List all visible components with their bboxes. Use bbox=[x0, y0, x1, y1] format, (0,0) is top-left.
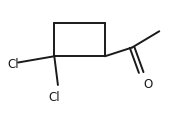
Text: Cl: Cl bbox=[49, 91, 60, 104]
Text: Cl: Cl bbox=[7, 58, 19, 71]
Text: O: O bbox=[144, 78, 153, 92]
